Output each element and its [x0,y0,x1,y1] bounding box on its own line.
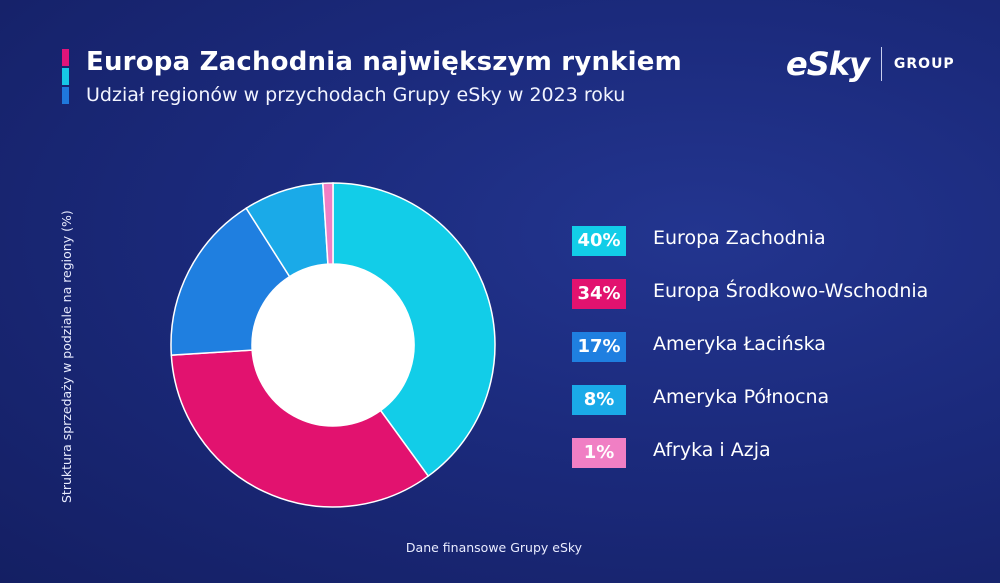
chart-subtitle: Udział regionów w przychodach Grupy eSky… [86,84,626,106]
legend-label: Afryka i Azja [653,439,771,461]
logo-divider [880,47,882,81]
esky-logo: eSky GROUP [786,42,955,86]
source-text: Dane finansowe Grupy eSky [405,540,583,555]
legend-value-badge: 40% [572,226,626,256]
donut-hole [252,264,414,426]
esky-logo-group: GROUP [893,56,955,72]
legend-value-badge: 8% [572,385,626,415]
accent-bar-cyan [62,68,69,85]
accent-bar-pink [62,49,69,66]
legend-label: Ameryka Północna [653,386,830,408]
legend-value-badge: 17% [572,332,626,362]
esky-logo-mark: eSky [786,45,870,83]
legend-label: Ameryka Łacińska [653,333,826,355]
source-note: Dane finansowe Grupy eSky [0,540,1000,555]
accent-bar-blue [62,87,69,104]
legend-value-badge: 1% [572,438,626,468]
chart-title: Europa Zachodnia największym rynkiem [86,47,682,77]
legend-label: Europa Środkowo-Wschodnia [653,280,929,302]
title-accent-bars [62,49,69,106]
legend-value-badge: 34% [572,279,626,309]
legend-label: Europa Zachodnia [653,227,826,249]
